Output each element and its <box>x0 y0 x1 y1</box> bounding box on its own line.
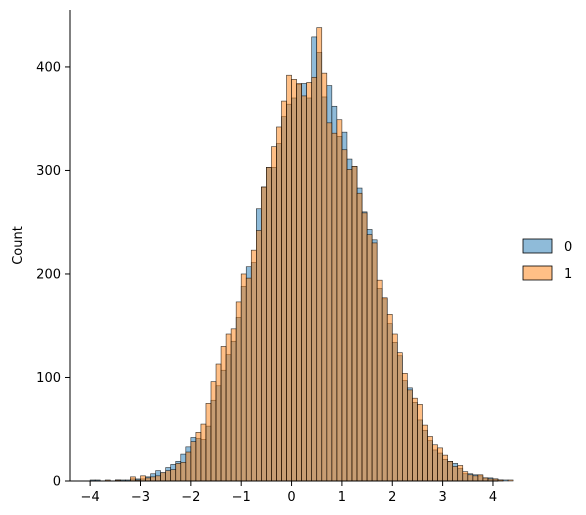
bar-series-1-bin-54 <box>361 212 368 482</box>
bar-series-1-bin-83 <box>507 479 514 482</box>
bar-series-1-bin-41 <box>296 83 302 482</box>
bar-series-1-bin-33 <box>256 230 262 482</box>
bar-series-1-bin-65 <box>417 404 423 482</box>
axes: −4 −3 −2 −1 0 1 2 3 4 0 100 200 300 400 <box>36 10 498 505</box>
bar-series-1-bin-49 <box>336 119 343 482</box>
bar-series-1-bin-29 <box>235 301 242 482</box>
bar-series-1-bin-27 <box>225 333 232 482</box>
bar-series-1-bin-69 <box>437 447 443 482</box>
bar-series-1-bin-40 <box>291 79 297 482</box>
bar-series-1-bin-26 <box>220 346 227 482</box>
bar-series-1-bin-50 <box>341 149 348 482</box>
bar-series-1-bin-19 <box>185 451 192 482</box>
bar-series-1-bin-56 <box>371 242 378 482</box>
bar-series-1-bin-55 <box>366 234 373 482</box>
bar-series-1-bin-13 <box>155 475 161 482</box>
bar-series-1-bin-31 <box>245 277 252 482</box>
x-tick-label-7: 3 <box>438 490 446 505</box>
y-tick-label-1: 100 <box>36 371 61 386</box>
bar-series-1-bin-32 <box>250 249 257 482</box>
bar-series-1-bin-37 <box>276 126 282 482</box>
y-axis-label: Count <box>11 226 26 265</box>
bar-series-1-bin-30 <box>240 273 247 482</box>
y-tick-label-4: 400 <box>36 60 61 75</box>
bar-series-1-bin-53 <box>356 192 363 482</box>
bar-series-1-bin-72 <box>452 466 459 482</box>
bar-series-1-bin-81 <box>497 479 504 482</box>
bar-series-1-bin-12 <box>150 476 156 482</box>
bar-series-1-bin-44 <box>311 76 318 482</box>
legend: 01 <box>522 238 572 282</box>
bar-series-1-bin-34 <box>261 186 267 482</box>
y-tick-label-2: 200 <box>36 267 61 282</box>
bar-series-1-bin-15 <box>165 470 172 482</box>
bar-series-1-bin-8 <box>130 476 136 482</box>
bar-series-1-bin-68 <box>432 444 438 482</box>
bar-series-1-bin-17 <box>175 463 182 482</box>
bar-series-1-bin-63 <box>407 389 413 482</box>
bar-series-1-bin-20 <box>190 441 197 482</box>
bar-series-1-bin-57 <box>376 279 383 482</box>
bar-series-1-bin-60 <box>391 333 398 482</box>
bar-series-1-bin-74 <box>462 471 469 482</box>
bar-series-1-bin-10 <box>140 475 146 482</box>
bar-series-1-bin-45 <box>316 27 323 482</box>
bar-series-1-bin-71 <box>447 461 453 482</box>
bar-series-1-bin-46 <box>321 72 328 482</box>
bar-series-1-bin-75 <box>467 474 474 482</box>
bar-series-1-bin-21 <box>195 432 202 482</box>
bar-series-1-bin-52 <box>351 166 358 482</box>
legend-swatch-0 <box>522 238 553 254</box>
x-tick-label-0: −4 <box>81 490 100 505</box>
bar-series-1-bin-47 <box>326 122 333 482</box>
bar-series-1-bin-62 <box>402 373 408 482</box>
bar-series-1-bin-23 <box>205 403 212 482</box>
bar-series-1-bin-25 <box>215 363 222 482</box>
bar-series-1-bin-16 <box>170 469 177 482</box>
x-tick-label-2: −2 <box>181 490 200 505</box>
bar-series-1-bin-43 <box>306 82 312 482</box>
legend-swatch-1 <box>522 265 553 281</box>
series-1-bars <box>104 27 514 482</box>
bar-series-1-bin-70 <box>442 454 448 482</box>
bar-series-1-bin-39 <box>286 74 292 482</box>
bar-series-1-bin-76 <box>472 475 479 482</box>
bar-series-1-bin-18 <box>180 462 187 482</box>
bar-series-1-bin-77 <box>477 474 484 482</box>
x-tick-label-5: 1 <box>338 490 346 505</box>
bar-series-1-bin-48 <box>331 132 338 482</box>
bar-series-1-bin-22 <box>200 423 207 482</box>
y-tick-label-0: 0 <box>53 475 61 490</box>
bar-series-1-bin-51 <box>346 169 353 482</box>
bar-series-1-bin-73 <box>457 465 464 482</box>
bar-series-1-bin-66 <box>422 424 428 482</box>
bar-series-0-bin-82 <box>502 479 509 482</box>
bar-series-1-bin-59 <box>386 314 393 482</box>
bar-series-1-bin-24 <box>210 381 217 482</box>
bar-series-1-bin-67 <box>427 436 433 482</box>
bar-series-1-bin-35 <box>266 167 272 482</box>
legend-label-1: 1 <box>564 267 572 282</box>
x-tick-label-1: −3 <box>131 490 150 505</box>
y-tick-label-3: 300 <box>36 164 61 179</box>
legend-label-0: 0 <box>564 240 572 255</box>
bar-series-1-bin-36 <box>271 146 277 482</box>
bar-series-1-bin-38 <box>281 100 287 482</box>
x-tick-label-3: −1 <box>232 490 251 505</box>
x-tick-label-8: 4 <box>489 490 497 505</box>
bar-series-1-bin-28 <box>230 328 237 482</box>
x-tick-label-6: 2 <box>388 490 396 505</box>
x-tick-label-4: 0 <box>287 490 295 505</box>
bar-series-1-bin-14 <box>160 472 166 482</box>
bar-series-1-bin-42 <box>301 95 307 482</box>
bar-series-1-bin-61 <box>396 352 403 482</box>
bar-series-1-bin-58 <box>381 297 388 482</box>
bar-series-1-bin-64 <box>412 397 418 482</box>
